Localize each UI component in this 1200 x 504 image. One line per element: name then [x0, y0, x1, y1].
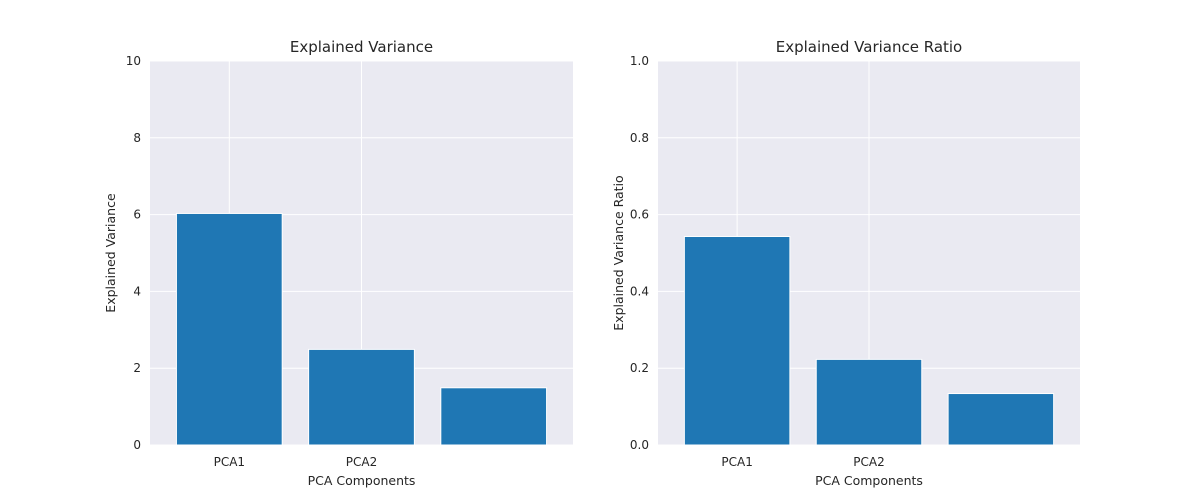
x-tick-label: PCA1	[214, 455, 245, 469]
chart-title: Explained Variance Ratio	[776, 38, 963, 56]
y-tick-label: 0.4	[630, 284, 649, 298]
bar-component-3	[440, 387, 548, 446]
y-tick-label: 6	[133, 208, 141, 222]
bar-pca2	[815, 358, 923, 446]
bar-component-3	[947, 393, 1055, 446]
chart-title: Explained Variance	[290, 38, 433, 56]
x-tick-label: PCA1	[721, 455, 752, 469]
bar-pca1	[683, 235, 791, 446]
chart-panel-explained-variance: 0 2 4 6 8 10 PCA1 PCA2 Explained Variance PCA Com…	[103, 38, 573, 488]
y-tick-label: 0	[133, 438, 141, 452]
y-tick-label: 0.2	[630, 361, 649, 375]
x-axis-label: PCA Components	[308, 473, 416, 488]
y-tick-label: 1.0	[630, 54, 649, 68]
bar-pca2	[308, 348, 415, 446]
y-tick-label: 8	[133, 131, 141, 145]
y-tick-label: 0.6	[630, 208, 649, 222]
y-tick-label: 0.0	[630, 438, 649, 452]
y-axis-label: Explained Variance	[103, 193, 118, 313]
chart-panel-explained-variance-ratio: 0.0 0.2 0.4 0.6 0.8 1.0 PCA1 PCA2 Explained Vari…	[611, 38, 1080, 488]
y-tick-label: 10	[126, 54, 141, 68]
y-tick-label: 0.8	[630, 131, 649, 145]
y-tick-label: 4	[133, 284, 141, 298]
x-axis-label: PCA Components	[815, 473, 923, 488]
y-tick-label: 2	[133, 361, 141, 375]
y-axis-label: Explained Variance Ratio	[611, 175, 626, 330]
x-tick-label: PCA2	[853, 455, 884, 469]
bar-pca1	[175, 212, 283, 446]
x-tick-label: PCA2	[346, 455, 377, 469]
